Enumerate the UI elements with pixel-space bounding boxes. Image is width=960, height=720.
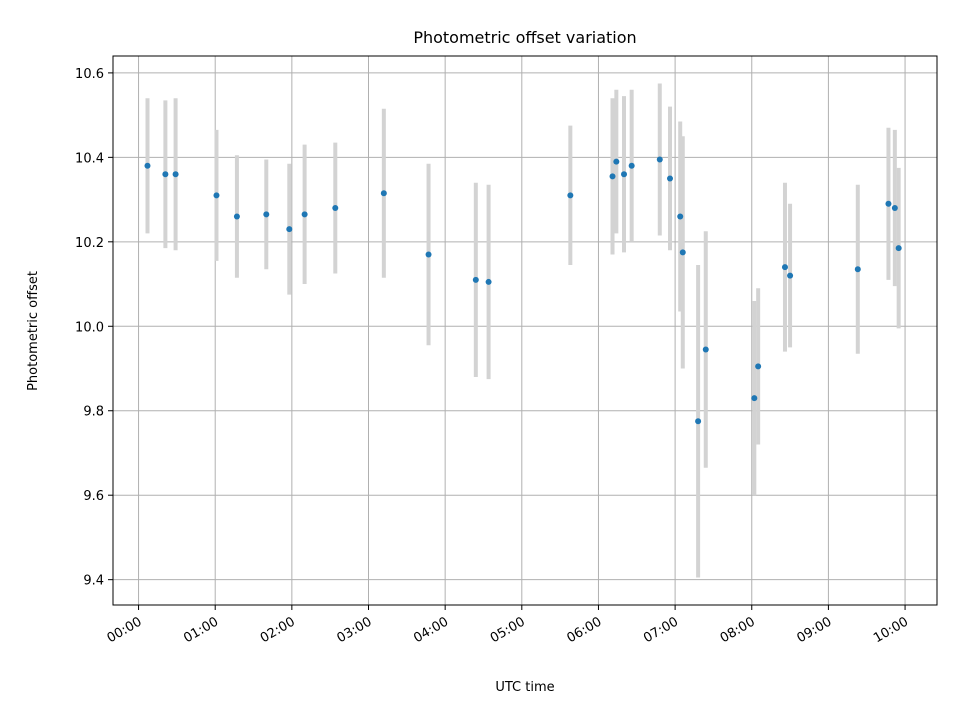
- chart-title: Photometric offset variation: [413, 28, 636, 47]
- y-tick-label: 10.4: [75, 151, 104, 166]
- data-points: [144, 156, 902, 425]
- data-point: [628, 162, 635, 169]
- data-point: [787, 272, 794, 279]
- data-point: [656, 156, 663, 163]
- data-point: [854, 266, 861, 273]
- data-point: [301, 211, 308, 218]
- y-tick-label: 10.2: [75, 236, 104, 251]
- data-point: [885, 200, 892, 207]
- y-tick-label: 10.6: [75, 67, 104, 82]
- data-point: [781, 264, 788, 271]
- data-point: [567, 192, 574, 199]
- data-point: [263, 211, 270, 218]
- data-point: [286, 226, 293, 233]
- data-point: [666, 175, 673, 182]
- y-tick-label: 9.8: [83, 405, 104, 420]
- data-point: [162, 171, 169, 178]
- data-point: [213, 192, 220, 199]
- data-point: [233, 213, 240, 220]
- y-tick-label: 10.0: [75, 320, 104, 335]
- grid: [113, 56, 937, 605]
- data-point: [679, 249, 686, 256]
- data-point: [895, 245, 902, 252]
- y-axis-label: Photometric offset: [26, 271, 41, 391]
- data-point: [702, 346, 709, 353]
- data-point: [425, 251, 432, 258]
- data-point: [891, 205, 898, 212]
- data-point: [751, 395, 758, 402]
- data-point: [472, 276, 479, 283]
- y-tick-label: 9.4: [83, 574, 104, 589]
- data-point: [380, 190, 387, 197]
- data-point: [621, 171, 628, 178]
- data-point: [677, 213, 684, 220]
- data-point: [172, 171, 179, 178]
- data-point: [609, 173, 616, 180]
- data-point: [695, 418, 702, 425]
- x-axis-label: UTC time: [495, 680, 554, 695]
- plot-frame: [112, 55, 938, 606]
- data-point: [332, 205, 339, 212]
- data-point: [485, 278, 492, 285]
- data-point: [755, 363, 762, 370]
- y-tick-label: 9.6: [83, 489, 104, 504]
- data-point: [144, 162, 151, 169]
- y-axis-ticks: 9.4 9.6 9.8 10.0 10.2 10.4 10.6: [75, 67, 113, 589]
- data-point: [613, 158, 620, 165]
